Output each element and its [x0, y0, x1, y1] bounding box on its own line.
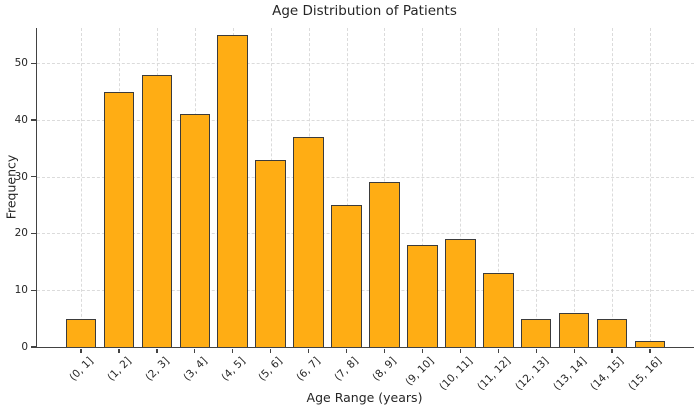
x-tick [194, 348, 196, 353]
bar [407, 244, 438, 347]
bar [520, 318, 552, 347]
y-tick-label: 0 [21, 341, 28, 353]
bar [483, 273, 514, 347]
x-gridline [574, 28, 576, 347]
chart-title: Age Distribution of Patients [272, 3, 457, 19]
x-tick-label: (1, 2] [104, 355, 134, 384]
x-gridline [346, 28, 348, 347]
y-axis-label: Frequency [3, 154, 19, 220]
x-tick [459, 348, 462, 353]
bar [217, 34, 248, 347]
y-tick-label: 10 [14, 284, 28, 297]
x-tick [308, 348, 310, 353]
x-axis-label: Age Range (years) [306, 390, 423, 405]
bar [634, 341, 666, 347]
x-tick-label: (5, 6] [256, 355, 286, 384]
x-tick [611, 348, 613, 353]
y-tick [30, 346, 36, 348]
x-tick-label: (6, 7] [294, 355, 324, 384]
x-tick [118, 348, 120, 353]
bar [369, 182, 400, 347]
bar [141, 74, 173, 347]
y-tick [30, 176, 36, 178]
bar [596, 318, 628, 347]
x-tick [421, 348, 424, 353]
y-gridline [37, 63, 694, 65]
x-tick [497, 348, 499, 353]
x-tick-label: (15, 16] [626, 355, 665, 393]
y-gridline [37, 119, 694, 121]
y-gridline [37, 176, 694, 178]
x-tick-label: (3, 4] [180, 355, 210, 384]
y-tick-label: 50 [14, 57, 28, 70]
x-tick [383, 348, 386, 353]
x-gridline [422, 28, 424, 347]
x-gridline [612, 28, 614, 347]
x-tick [270, 348, 272, 353]
x-tick [649, 348, 651, 353]
bar [293, 136, 324, 347]
x-gridline [650, 28, 651, 347]
y-tick-label: 30 [14, 170, 28, 183]
bar [179, 114, 211, 347]
y-gridline [37, 290, 694, 292]
x-tick-label: (0, 1] [67, 355, 96, 384]
x-tick-label: (2, 3] [142, 355, 172, 384]
x-tick-label: (10, 11] [436, 355, 475, 393]
bar [255, 159, 286, 347]
y-tick [30, 119, 36, 121]
y-gridline [37, 233, 694, 235]
x-tick-label: (8, 9] [370, 355, 399, 384]
x-tick-label: (13, 14] [550, 355, 589, 393]
x-tick [535, 348, 537, 353]
x-tick-label: (7, 8] [332, 355, 362, 384]
bar [331, 205, 362, 347]
y-tick-label: 40 [14, 113, 28, 126]
x-gridline [460, 28, 462, 347]
y-tick [30, 62, 36, 64]
x-gridline [498, 28, 500, 347]
x-tick [156, 348, 158, 353]
y-tick [30, 232, 36, 235]
x-tick-label: (14, 15] [588, 355, 627, 393]
bar [103, 91, 135, 347]
x-tick [345, 348, 348, 353]
x-tick [573, 348, 575, 353]
x-tick [80, 348, 82, 353]
y-tick [30, 289, 36, 291]
bar [558, 312, 590, 347]
y-tick-label: 20 [14, 227, 28, 240]
x-tick-label: (9, 10] [403, 355, 437, 389]
x-tick-label: (11, 12] [474, 355, 513, 393]
x-gridline [536, 28, 538, 347]
bar [65, 318, 97, 347]
x-tick [232, 348, 234, 353]
plot-area: 0 10 20 30 40 50 (0, 1] (1, 2] (2, 3] (3, 4] (4, 5… [15, 28, 694, 393]
bar [445, 239, 476, 347]
x-gridline [81, 28, 82, 347]
x-tick-label: (12, 13] [512, 355, 551, 393]
x-tick-label: (4, 5] [218, 355, 248, 384]
